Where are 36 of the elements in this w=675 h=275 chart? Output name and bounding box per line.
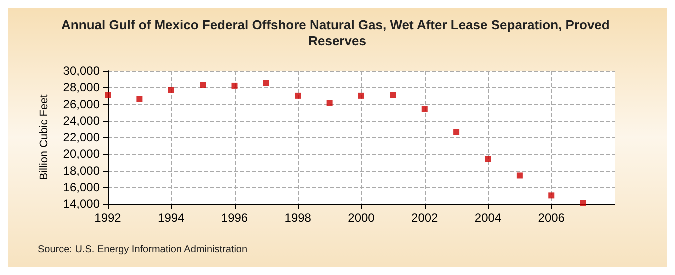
x-tick-label: 1998 [284, 211, 312, 225]
y-tick-label: 18,000 [63, 164, 100, 178]
point [200, 82, 206, 88]
point [295, 92, 302, 99]
chart-title: Annual Gulf of Mexico Federal Offshore Natural Gas, Wet After Lease Separation, Proved Reserves [62, 18, 614, 48]
y-tick-label: 16,000 [63, 180, 100, 194]
point [580, 200, 586, 206]
point [136, 96, 143, 102]
point [358, 92, 364, 99]
point [168, 87, 174, 94]
point [105, 92, 111, 98]
y-tick-label: 14,000 [63, 197, 100, 211]
point [232, 82, 238, 89]
y-tick-label: 26,000 [63, 97, 100, 112]
point [454, 130, 460, 136]
point [263, 80, 270, 86]
x-tick-label: 1996 [221, 211, 248, 225]
x-tick-label: 2004 [474, 211, 502, 225]
y-tick-label: 28,000 [63, 80, 100, 95]
point [422, 106, 428, 112]
source-note: Source: U.S. Energy Information Administration [38, 244, 248, 256]
x-tick-label: 2002 [412, 211, 439, 225]
y-tick-label: 30,000 [63, 64, 100, 78]
y-tick-label: 20,000 [63, 147, 100, 162]
point [390, 92, 396, 98]
y-tick-label: 24,000 [63, 114, 100, 128]
x-tick-label: 2006 [538, 211, 566, 225]
point [485, 156, 492, 162]
x-tick-label: 1994 [158, 211, 186, 225]
point [326, 100, 333, 106]
point [516, 172, 523, 179]
x-tick-label: 2000 [348, 211, 376, 225]
y-axis-title: Billion Cubic Feet [38, 94, 50, 180]
point [548, 192, 555, 199]
y-tick-label: 22,000 [63, 130, 100, 144]
x-tick-label: 1992 [94, 211, 122, 225]
